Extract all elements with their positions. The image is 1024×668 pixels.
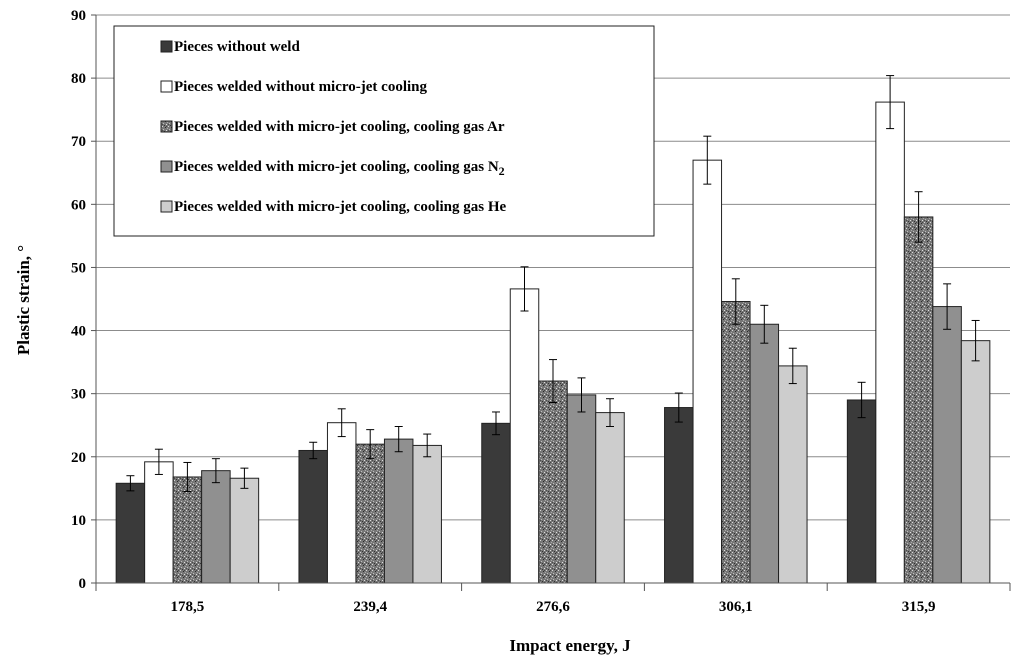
axes: 0 10 20 30 40 50 60 70 80 90 178,5 239,4 276,6 306,1 3…	[71, 8, 1011, 615]
bar	[692, 159, 723, 584]
y-tick-label: 30	[71, 387, 86, 403]
legend-entry: Pieces without weld	[174, 39, 300, 55]
legend-swatch	[160, 80, 173, 93]
x-axis-title: Impact energy, J	[509, 636, 631, 655]
legend-entry-label: Pieces welded with micro-jet cooling, co…	[174, 159, 499, 175]
bar	[326, 422, 357, 584]
bar	[932, 306, 962, 584]
bar	[481, 422, 511, 584]
bar	[538, 380, 568, 584]
legend-swatch	[160, 40, 173, 53]
y-tick-label: 0	[79, 576, 87, 592]
y-tick-label: 90	[71, 8, 86, 24]
x-tick-label: 276,6	[536, 599, 570, 615]
x-tick-label: 306,1	[719, 599, 753, 615]
legend: Pieces without weld Pieces welded without…	[113, 25, 655, 237]
bar	[566, 394, 597, 584]
legend-entry: Pieces welded with micro-jet cooling, co…	[174, 119, 505, 135]
y-axis-title: Plastic strain, °	[14, 245, 33, 355]
y-tick-label: 80	[71, 71, 86, 87]
bar	[201, 470, 231, 584]
legend-swatch	[160, 200, 173, 213]
bar	[875, 101, 905, 584]
bar	[298, 449, 328, 584]
legend-swatch	[160, 120, 173, 133]
y-tick-label: 60	[71, 197, 86, 213]
legend-swatch	[160, 160, 173, 173]
bar	[778, 365, 808, 584]
bar	[749, 323, 780, 584]
x-tick-label: 239,4	[353, 599, 387, 615]
legend-entry-label: Pieces welded with micro-jet cooling, co…	[174, 119, 505, 135]
y-tick-label: 10	[71, 513, 86, 529]
bar	[355, 443, 385, 584]
legend-entry: Pieces welded without micro-jet cooling	[174, 79, 428, 95]
legend-entry-label: Pieces welded with micro-jet cooling, co…	[174, 199, 507, 215]
bar	[960, 340, 991, 584]
bar	[412, 444, 442, 584]
bar	[144, 461, 174, 584]
legend-entry-subscript: 2	[499, 164, 505, 178]
y-tick-label: 20	[71, 450, 86, 466]
bar	[721, 301, 751, 584]
legend-entry: Pieces welded with micro-jet cooling, co…	[174, 199, 507, 215]
bar	[664, 407, 694, 584]
legend-box	[113, 25, 655, 237]
legend-entry-label: Pieces without weld	[174, 39, 300, 55]
legend-entry: Pieces welded with micro-jet cooling, co…	[174, 159, 505, 178]
x-tick-label: 315,9	[902, 599, 936, 615]
x-tick-label: 178,5	[171, 599, 205, 615]
bar	[115, 482, 146, 584]
bar	[383, 438, 414, 584]
bar	[172, 476, 203, 584]
bar	[595, 412, 625, 584]
bar	[229, 477, 260, 584]
bar	[903, 216, 934, 584]
y-tick-label: 70	[71, 134, 86, 150]
legend-entry-label: Pieces welded without micro-jet cooling	[174, 79, 428, 95]
bar	[509, 288, 540, 584]
bar	[846, 399, 877, 584]
y-tick-label: 50	[71, 260, 86, 276]
y-tick-label: 40	[71, 324, 86, 340]
